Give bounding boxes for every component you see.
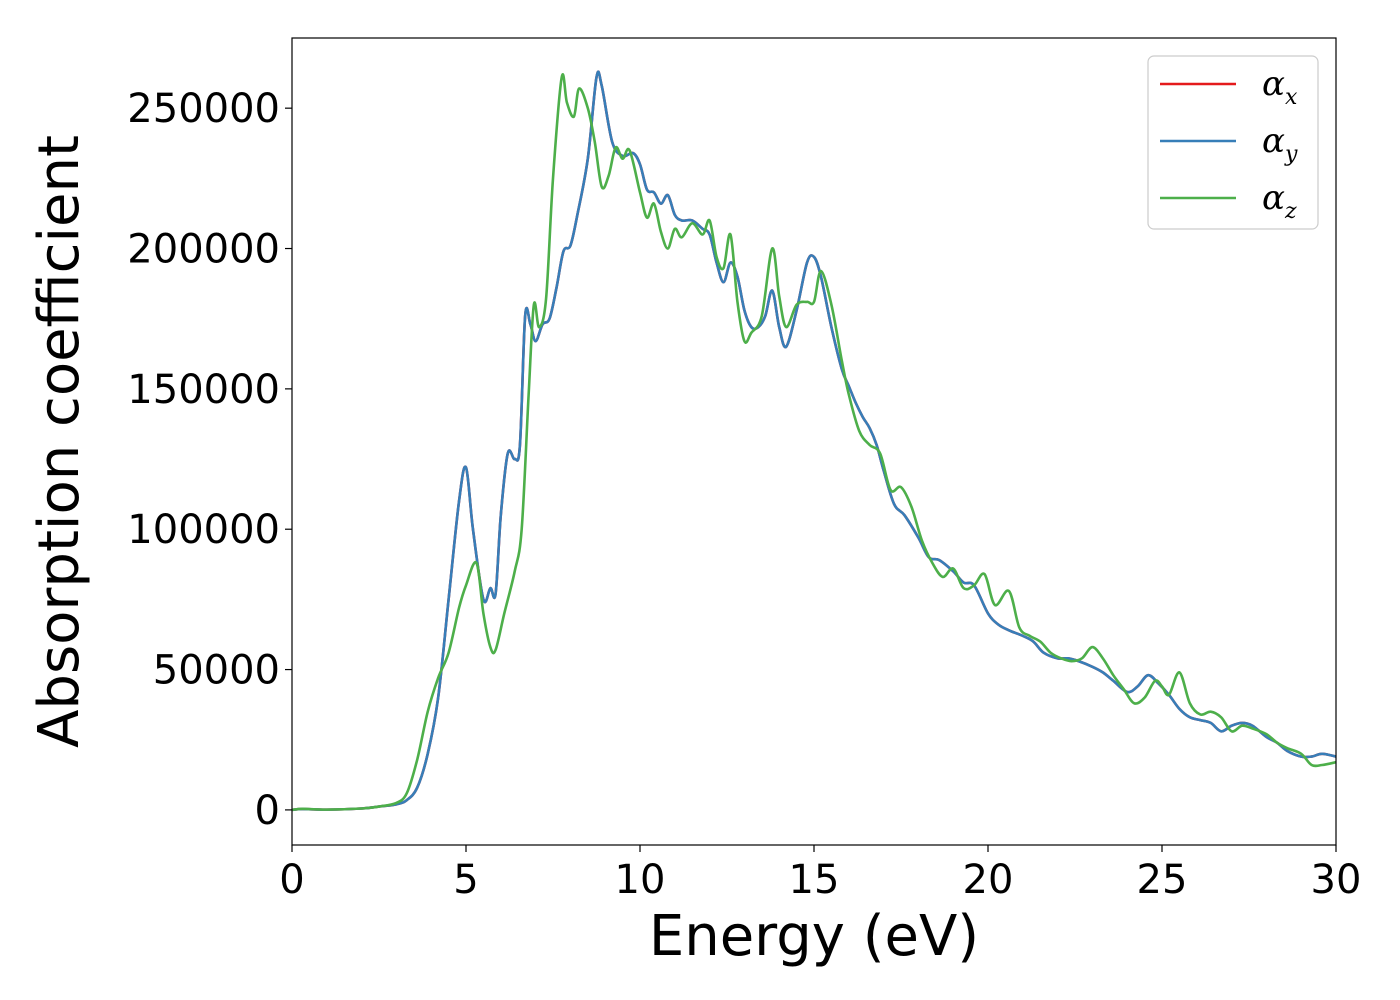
x-tick-label: 10 [615,857,666,903]
series-layer [292,70,1336,812]
y-tick-label: 0 [255,788,280,834]
legend: αx αy αz [1147,55,1319,230]
legend-label-x: αx [1262,64,1298,110]
x-tick-label: 20 [963,857,1014,903]
y-tick-label: 150000 [127,367,280,413]
legend-label-z: αz [1262,178,1297,224]
legend-box [1147,55,1319,230]
y-axis: 0 50000 100000 150000 200000 250000 [127,86,292,834]
x-tick-label: 30 [1311,857,1362,903]
x-axis: 0 5 10 15 20 25 30 [279,845,1361,903]
y-tick-label: 50000 [153,648,280,694]
x-tick-label: 5 [453,857,478,903]
x-tick-label: 0 [279,857,304,903]
y-axis-title: Absorption coefficient [27,135,92,748]
series-line-y [292,70,1336,812]
y-tick-label: 100000 [127,507,280,553]
legend-label-y: αy [1262,121,1298,167]
x-tick-label: 15 [789,857,840,903]
series-line-z [292,73,1336,812]
y-tick-label: 200000 [127,227,280,273]
x-tick-label: 25 [1137,857,1188,903]
x-axis-title: Energy (eV) [649,904,979,969]
y-tick-label: 250000 [127,86,280,132]
